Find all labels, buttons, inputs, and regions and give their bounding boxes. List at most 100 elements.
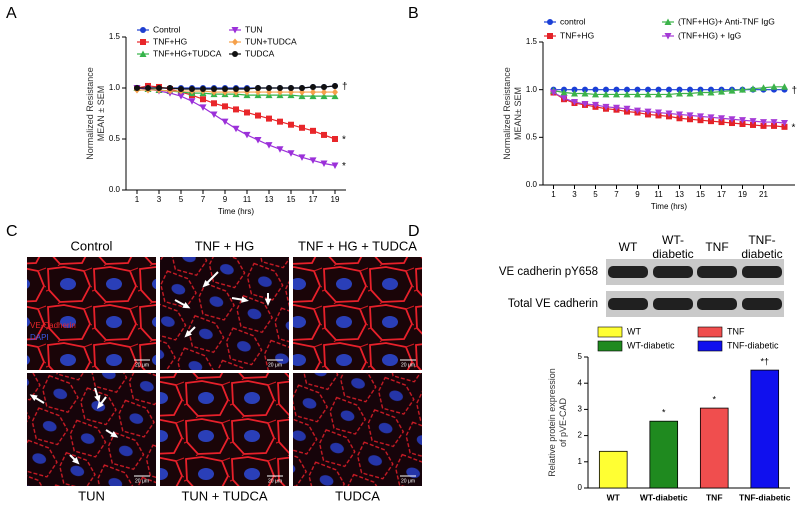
- point: [739, 117, 746, 124]
- point: [320, 160, 328, 167]
- legend-marker: [232, 38, 238, 46]
- x-tick-label: 1: [135, 195, 140, 204]
- point: [665, 110, 673, 117]
- y-tick-label: 0: [578, 483, 583, 492]
- point: [645, 86, 651, 93]
- point: [602, 90, 610, 98]
- y-tick-label: 0.5: [109, 134, 121, 143]
- x-axis-label: Time (hrs): [651, 202, 687, 211]
- x-tick-label: 17: [717, 190, 726, 199]
- blot-band: [653, 266, 693, 278]
- panel-label: D: [408, 223, 420, 240]
- point: [288, 85, 294, 91]
- point: [320, 92, 328, 100]
- point: [298, 92, 306, 100]
- point: [222, 86, 228, 93]
- legend-label: WT-diabetic: [627, 340, 675, 350]
- point: [299, 124, 305, 131]
- scale-bar-label: 20 μm: [135, 478, 149, 484]
- legend-label: WT: [627, 326, 641, 336]
- micrograph: [27, 373, 156, 486]
- point: [145, 85, 151, 91]
- legend-swatch: [697, 326, 723, 338]
- point: [603, 86, 609, 93]
- point: [697, 113, 704, 120]
- point: [134, 85, 140, 91]
- blot-column-label: diabetic: [652, 247, 693, 261]
- point: [221, 118, 229, 126]
- point: [266, 115, 272, 122]
- legend-marker: [664, 33, 672, 40]
- scale-bar-label: 20 μm: [401, 362, 415, 368]
- point: [676, 86, 683, 93]
- point: [634, 90, 641, 98]
- blot-column-label: diabetic: [741, 247, 782, 261]
- point: [760, 122, 767, 129]
- significance-mark: *: [662, 408, 666, 418]
- legend-label: TNF+HG: [560, 30, 594, 40]
- significance-mark: *: [792, 122, 796, 133]
- point: [560, 89, 568, 96]
- y-tick-label: 1.0: [526, 85, 538, 94]
- point: [655, 90, 662, 98]
- y-axis-label: MEAN± SEM: [513, 87, 523, 140]
- point: [718, 119, 725, 126]
- x-tick-label: 1: [551, 190, 556, 199]
- legend-marker: [232, 51, 238, 57]
- y-axis-label: of pVE-CAD: [558, 397, 568, 447]
- point: [655, 86, 662, 93]
- point: [655, 109, 662, 117]
- point: [222, 103, 228, 110]
- x-tick-label: 5: [179, 195, 184, 204]
- point: [739, 86, 746, 93]
- x-tick-label: 13: [675, 190, 684, 199]
- y-axis-label: Normalized Resistance: [85, 67, 95, 160]
- y-tick-label: 3: [578, 405, 583, 414]
- legend-label: TNF: [727, 326, 745, 336]
- point: [233, 106, 239, 113]
- point: [707, 89, 715, 96]
- legend-marker: [547, 33, 553, 39]
- point: [331, 162, 339, 170]
- point: [188, 98, 196, 105]
- legend-marker: [664, 18, 672, 25]
- point: [332, 136, 338, 142]
- x-tick-label: 21: [759, 190, 768, 199]
- point: [666, 86, 672, 93]
- legend-label: TUDCA: [245, 48, 275, 58]
- micrograph: [293, 373, 422, 486]
- point: [613, 90, 620, 98]
- point: [707, 114, 715, 121]
- significance-mark: *: [342, 161, 346, 172]
- point: [781, 123, 788, 130]
- blot-band: [742, 298, 782, 310]
- significance-mark: †: [792, 85, 798, 96]
- blot-row-label: Total VE cadherin: [508, 298, 598, 310]
- point: [634, 107, 641, 115]
- point: [708, 118, 714, 125]
- significance-mark: *: [342, 135, 346, 146]
- point: [771, 122, 777, 129]
- point: [665, 90, 673, 98]
- panel-label: A: [6, 5, 17, 22]
- micrograph: [160, 373, 289, 486]
- arrow-head: [241, 296, 249, 303]
- point: [634, 86, 641, 93]
- blot-band: [608, 266, 648, 278]
- point: [560, 95, 568, 102]
- point: [624, 86, 630, 93]
- point: [581, 89, 589, 97]
- point: [623, 105, 631, 113]
- significance-mark: *: [712, 394, 716, 404]
- point: [728, 116, 736, 123]
- y-tick-label: 4: [578, 378, 583, 387]
- blot-column-label: TNF-: [748, 233, 775, 247]
- x-tick-label: 3: [572, 190, 577, 199]
- point: [332, 88, 338, 96]
- point: [623, 90, 631, 98]
- x-tick-label: 15: [287, 195, 296, 204]
- image-title: TUDCA: [335, 488, 380, 503]
- point: [210, 111, 218, 119]
- y-axis-label: Relative protein expression: [547, 368, 557, 477]
- legend-swatch: [697, 340, 723, 352]
